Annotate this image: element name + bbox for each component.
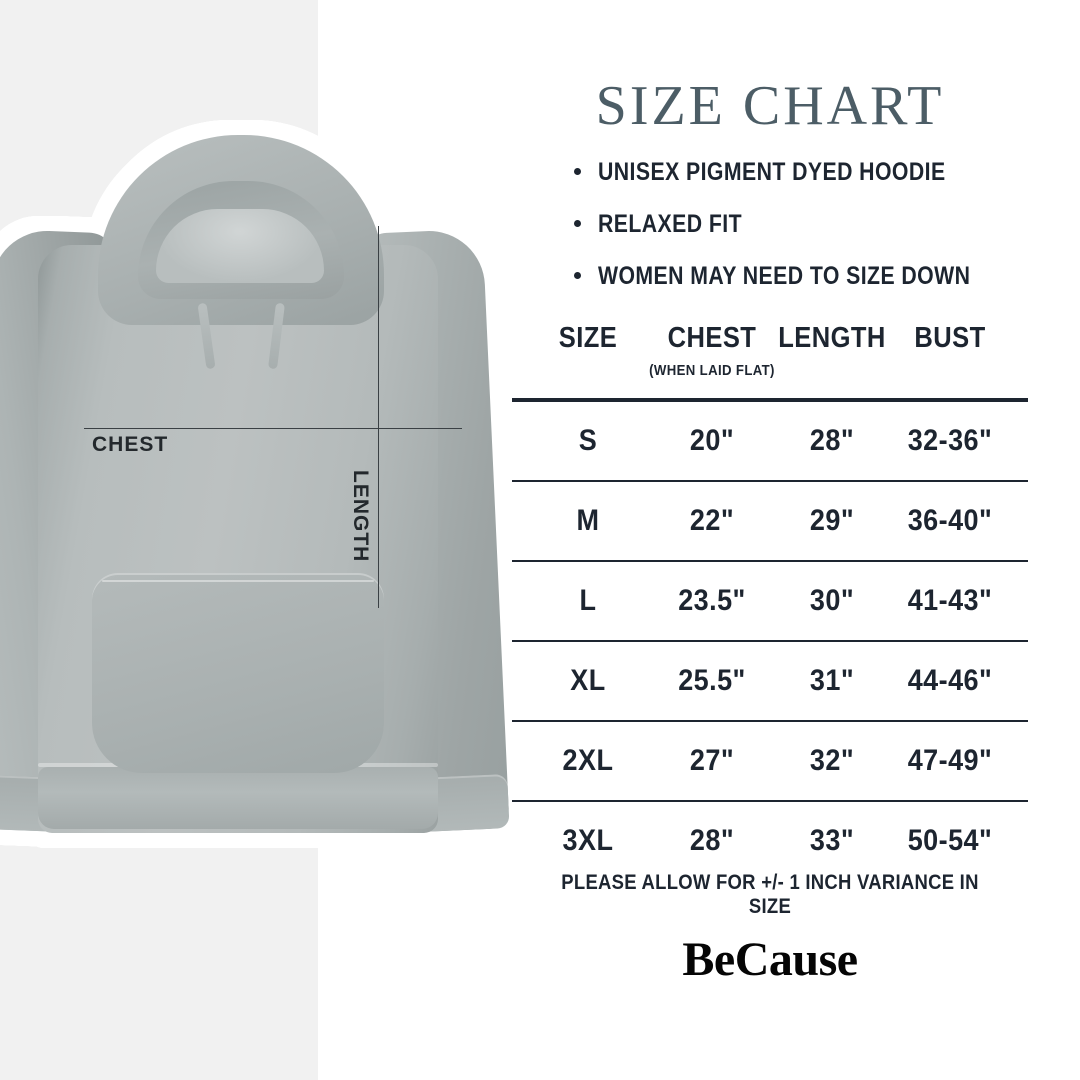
brand-logo: BeCause xyxy=(512,932,1028,987)
feature-label: WOMEN MAY NEED TO SIZE DOWN xyxy=(598,262,970,291)
product-photo: CHEST LENGTH xyxy=(0,0,520,1080)
cell-size: XL xyxy=(570,664,605,698)
cell-bust: 32-36" xyxy=(908,424,993,458)
table-row: XL 25.5" 31" 44-46" xyxy=(512,642,1028,720)
bullet-dot-icon xyxy=(574,272,581,279)
bullet-dot-icon xyxy=(574,220,581,227)
length-measure-label: LENGTH xyxy=(348,470,372,562)
feature-label: RELAXED FIT xyxy=(598,210,742,239)
cell-size: 2XL xyxy=(563,744,614,778)
table-row: 2XL 27" 32" 47-49" xyxy=(512,722,1028,800)
size-chart-content: SIZE CHART UNISEX PIGMENT DYED HOODIE RE… xyxy=(512,0,1080,1080)
table-row: L 23.5" 30" 41-43" xyxy=(512,562,1028,640)
cell-length: 31" xyxy=(810,664,854,698)
variance-note: PLEASE ALLOW FOR +/- 1 INCH VARIANCE IN … xyxy=(512,871,1028,919)
cell-length: 32" xyxy=(810,744,854,778)
column-header-size: SIZE xyxy=(559,322,617,355)
column-header-length: LENGTH xyxy=(778,322,886,355)
size-table: SIZE CHEST LENGTH BUST (WHEN LAID FLAT) … xyxy=(512,322,1028,880)
cell-length: 29" xyxy=(810,504,854,538)
chest-measure-label: CHEST xyxy=(92,433,168,457)
cell-bust: 41-43" xyxy=(908,584,993,618)
cell-size: 3XL xyxy=(563,824,614,858)
feature-label: UNISEX PIGMENT DYED HOODIE xyxy=(598,158,946,187)
variance-note-text: PLEASE ALLOW FOR +/- 1 INCH VARIANCE IN … xyxy=(543,871,997,919)
table-row: S 20" 28" 32-36" xyxy=(512,402,1028,480)
cell-size: M xyxy=(577,504,600,538)
cell-bust: 47-49" xyxy=(908,744,993,778)
bullet-dot-icon xyxy=(574,168,581,175)
cell-chest: 23.5" xyxy=(678,584,746,618)
cell-length: 28" xyxy=(810,424,854,458)
measurement-overlay: CHEST LENGTH xyxy=(0,0,520,1080)
cell-length: 30" xyxy=(810,584,854,618)
table-row: M 22" 29" 36-40" xyxy=(512,482,1028,560)
table-row: 3XL 28" 33" 50-54" xyxy=(512,802,1028,880)
cell-size: L xyxy=(580,584,597,618)
cell-size: S xyxy=(579,424,597,458)
cell-length: 33" xyxy=(810,824,854,858)
cell-bust: 50-54" xyxy=(908,824,993,858)
cell-chest: 25.5" xyxy=(678,664,746,698)
column-header-bust: BUST xyxy=(914,322,985,355)
cell-chest: 27" xyxy=(690,744,734,778)
length-measure-line xyxy=(378,226,379,608)
cell-bust: 36-40" xyxy=(908,504,993,538)
table-header-row: SIZE CHEST LENGTH BUST (WHEN LAID FLAT) xyxy=(512,322,1028,398)
chest-subnote: (WHEN LAID FLAT) xyxy=(649,362,775,379)
list-item: UNISEX PIGMENT DYED HOODIE xyxy=(574,158,1044,187)
column-header-chest: CHEST xyxy=(668,322,757,355)
page-title: SIZE CHART xyxy=(512,74,1028,138)
feature-list: UNISEX PIGMENT DYED HOODIE RELAXED FIT W… xyxy=(574,158,1044,314)
cell-bust: 44-46" xyxy=(908,664,993,698)
cell-chest: 20" xyxy=(690,424,734,458)
list-item: RELAXED FIT xyxy=(574,210,1044,239)
chest-measure-line xyxy=(84,428,462,429)
cell-chest: 22" xyxy=(690,504,734,538)
cell-chest: 28" xyxy=(690,824,734,858)
list-item: WOMEN MAY NEED TO SIZE DOWN xyxy=(574,262,1044,291)
